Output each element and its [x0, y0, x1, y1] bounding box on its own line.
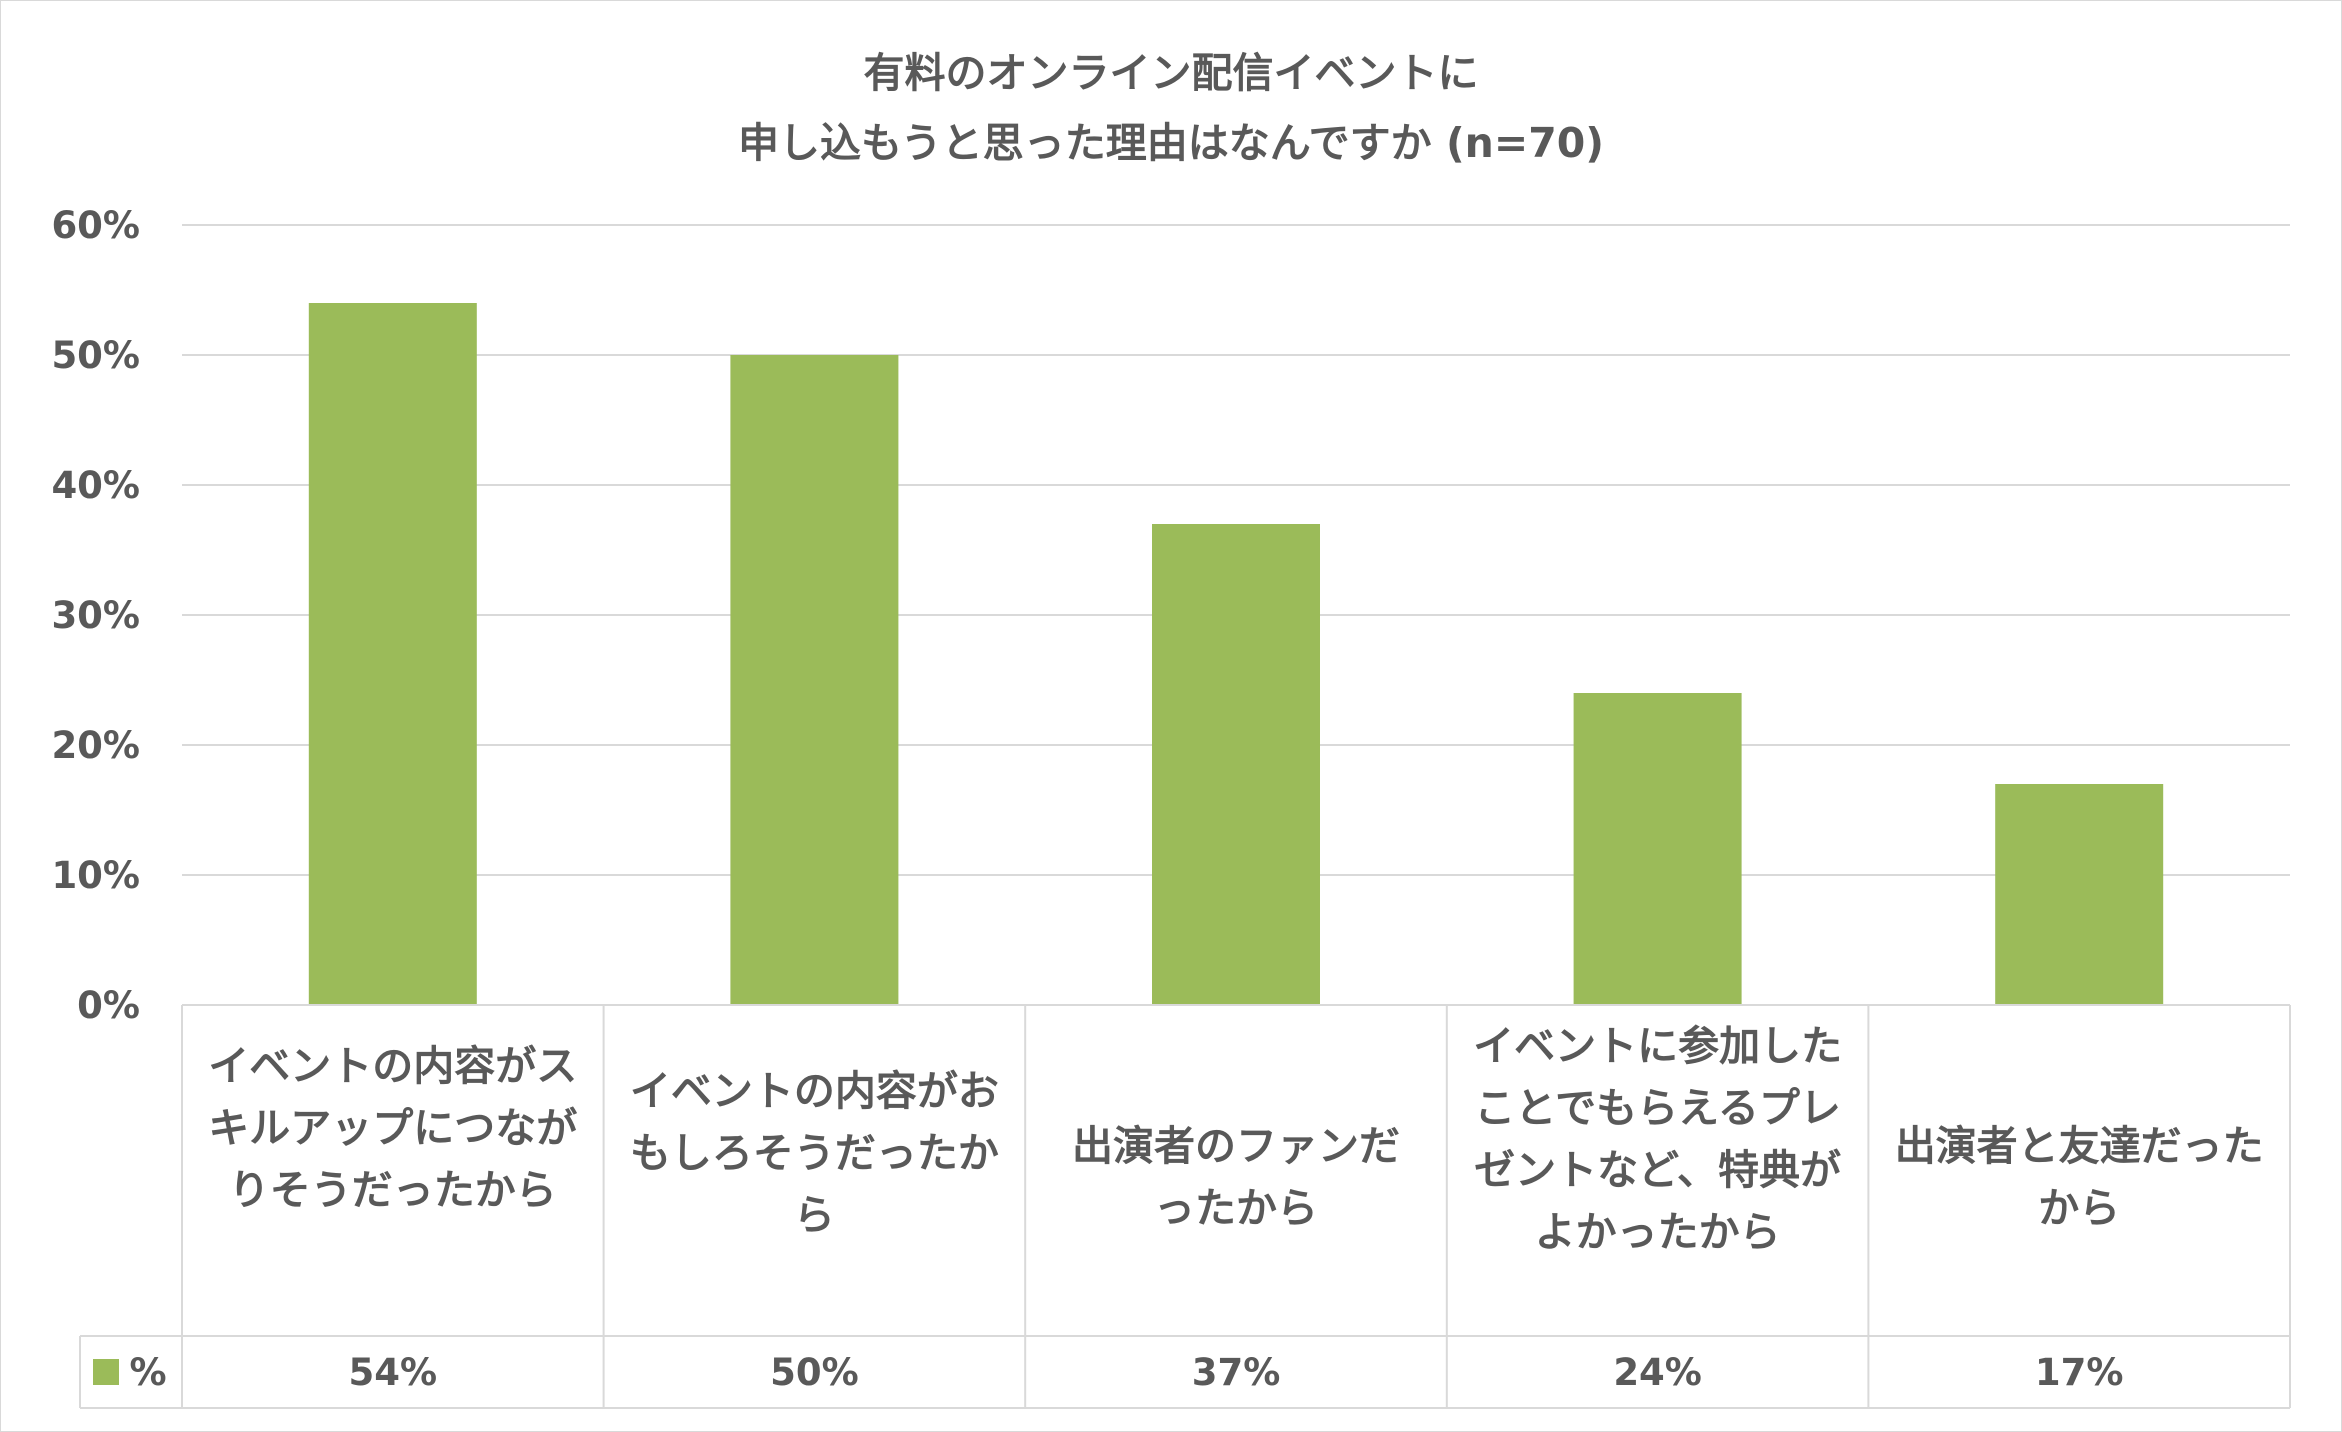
category-label-text: 出演者のファンだったから [1071, 1122, 1400, 1232]
y-tick-label: 60% [51, 204, 140, 247]
chart-title-line2: 申し込もうと思った理由はなんですか (n=70) [737, 119, 1605, 167]
bar [308, 303, 477, 1005]
legend-swatch [93, 1359, 120, 1385]
y-tick-label: 40% [51, 464, 140, 507]
data-table-value: 54% [348, 1350, 438, 1394]
y-tick-label: 50% [51, 334, 140, 377]
category-label: イベントの内容がスキルアップにつながりそうだったから [182, 1005, 604, 1335]
legend-key: % [80, 1336, 180, 1408]
category-label: イベントに参加したことでもらえるプレゼントなど、特典がよかったから [1447, 1005, 1869, 1335]
category-label-text: イベントに参加したことでもらえるプレゼントなど、特典がよかったから [1473, 1022, 1843, 1256]
category-label: イベントの内容がおもしろそうだったから [604, 1005, 1026, 1335]
chart-title-line1: 有料のオンライン配信イベントに [863, 49, 1479, 97]
data-table-value: 37% [1191, 1350, 1281, 1394]
data-table-value: 50% [770, 1350, 859, 1394]
category-label: 出演者と友達だったから [1868, 1005, 2290, 1335]
chart-title: 有料のオンライン配信イベントに 申し込もうと思った理由はなんですか (n=70) [0, 38, 2342, 178]
y-tick-label: 10% [51, 854, 140, 897]
data-table-value: 17% [2034, 1350, 2124, 1394]
bar [1152, 524, 1320, 1005]
bar [1573, 693, 1742, 1005]
category-label-text: イベントの内容がおもしろそうだったから [629, 1067, 999, 1239]
legend-series-name: % [129, 1350, 167, 1394]
category-label-text: 出演者と友達だったから [1894, 1122, 2264, 1232]
y-tick-label: 0% [77, 984, 140, 1027]
y-tick-label: 20% [51, 724, 140, 767]
data-table-value: 24% [1613, 1350, 1702, 1394]
bar [730, 355, 899, 1005]
y-tick-label: 30% [51, 594, 140, 637]
category-label-text: イベントの内容がスキルアップにつながりそうだったから [208, 1042, 578, 1214]
category-label: 出演者のファンだったから [1025, 1005, 1447, 1335]
bar [1995, 784, 2164, 1005]
